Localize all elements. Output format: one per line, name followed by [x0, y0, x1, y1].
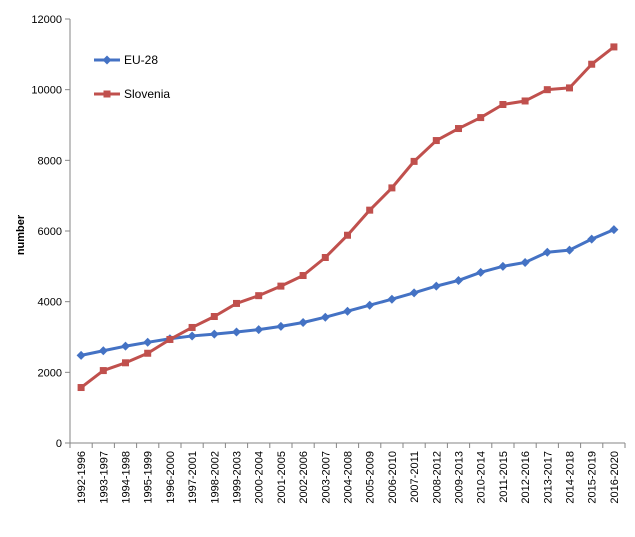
data-point [588, 60, 596, 68]
series-layer [76, 43, 619, 392]
series-slovenia [77, 43, 618, 392]
x-tick-label: 2014-2018 [565, 451, 577, 504]
x-tick-label: 2002-2006 [298, 451, 310, 504]
x-tick-label: 1992-1996 [76, 451, 88, 504]
legend-item: Slovenia [94, 87, 170, 101]
x-tick-label: 2016-2020 [609, 451, 621, 504]
data-point [521, 97, 529, 105]
data-point [410, 157, 418, 165]
x-tick-label: 1997-2001 [187, 451, 199, 504]
x-tick-label: 1998-2002 [209, 451, 221, 504]
y-tick-label: 8000 [38, 155, 62, 167]
data-point [321, 254, 329, 261]
data-point [76, 350, 86, 360]
y-tick-label: 12000 [31, 14, 62, 26]
x-tick-label: 2005-2009 [365, 451, 377, 504]
data-point [144, 349, 152, 357]
x-tick-label: 1996-2000 [165, 451, 177, 504]
data-point [188, 323, 196, 331]
x-tick-label: 2004-2008 [343, 451, 355, 504]
data-point [99, 367, 107, 375]
data-point [587, 234, 597, 244]
x-tick-label: 2012-2016 [520, 451, 532, 504]
data-point [542, 247, 552, 257]
x-tick-label: 2013-2017 [542, 451, 554, 504]
legend-marker [103, 90, 111, 98]
data-point [121, 341, 130, 351]
data-point [77, 384, 85, 392]
data-point [255, 292, 263, 300]
x-tick-label: 1999-2003 [232, 451, 244, 504]
x-tick-label: 2010-2014 [476, 451, 488, 504]
x-tick-label: 2003-2007 [320, 451, 332, 504]
data-point [209, 329, 219, 339]
legend-label: EU-28 [124, 53, 158, 67]
data-point [254, 325, 264, 335]
data-point [122, 359, 129, 367]
data-point [566, 84, 573, 92]
data-point [610, 43, 618, 51]
data-point [565, 245, 574, 255]
data-point [166, 335, 174, 343]
data-point [344, 231, 351, 239]
series-line [80, 228, 615, 357]
y-tick-label: 6000 [38, 226, 62, 238]
y-tick-label: 0 [56, 438, 62, 450]
x-tick-label: 2006-2010 [387, 451, 399, 504]
data-point [455, 125, 462, 133]
y-tick-label: 10000 [31, 85, 62, 97]
data-point [454, 275, 463, 285]
y-tick-label: 2000 [38, 367, 62, 379]
x-tick-label: 2001-2005 [276, 451, 288, 504]
data-point [387, 294, 397, 304]
x-tick-label: 2007-2011 [409, 451, 421, 503]
y-axis-label: number [15, 214, 27, 255]
x-axis: 1992-1996 1993-1997 1994-1998 1995-1999 1996… [69, 442, 626, 504]
data-point [143, 337, 153, 347]
data-point [366, 206, 374, 214]
data-point [432, 137, 440, 145]
data-point [233, 299, 240, 307]
data-point [609, 225, 619, 235]
x-tick-label: 1995-1999 [143, 451, 155, 504]
legend-label: Slovenia [124, 87, 170, 101]
data-point [276, 321, 286, 331]
data-point [388, 184, 396, 192]
x-tick-label: 1993-1997 [98, 451, 110, 504]
x-tick-label: 2009-2013 [454, 451, 466, 504]
data-point [476, 267, 486, 277]
x-tick-label: 2000-2004 [254, 451, 266, 504]
x-tick-label: 2015-2019 [587, 451, 599, 504]
data-point [299, 272, 307, 280]
data-point [98, 346, 108, 356]
data-point [343, 306, 352, 316]
y-tick-label: 4000 [38, 297, 62, 309]
data-point [477, 114, 485, 122]
data-point [499, 101, 507, 109]
data-point [298, 318, 308, 328]
data-point [498, 261, 508, 271]
data-point [409, 288, 419, 298]
data-point [543, 86, 551, 94]
legend-item: EU-28 [94, 53, 158, 67]
y-axis: 0 2000 4000 6000 8000 10000 12000 [31, 14, 71, 450]
series-eu-28 [76, 225, 619, 360]
x-tick-label: 1994-1998 [121, 451, 133, 504]
data-point [187, 331, 197, 341]
data-point [431, 281, 441, 291]
data-point [320, 312, 330, 322]
x-tick-label: 2011-2015 [498, 451, 510, 503]
data-point [365, 300, 375, 310]
legend: EU-28 Slovenia [94, 53, 170, 101]
data-point [210, 313, 218, 321]
data-point [232, 327, 241, 337]
legend-marker [102, 55, 112, 65]
data-point [277, 282, 285, 290]
x-tick-label: 2008-2012 [431, 451, 443, 504]
data-point [520, 257, 530, 267]
